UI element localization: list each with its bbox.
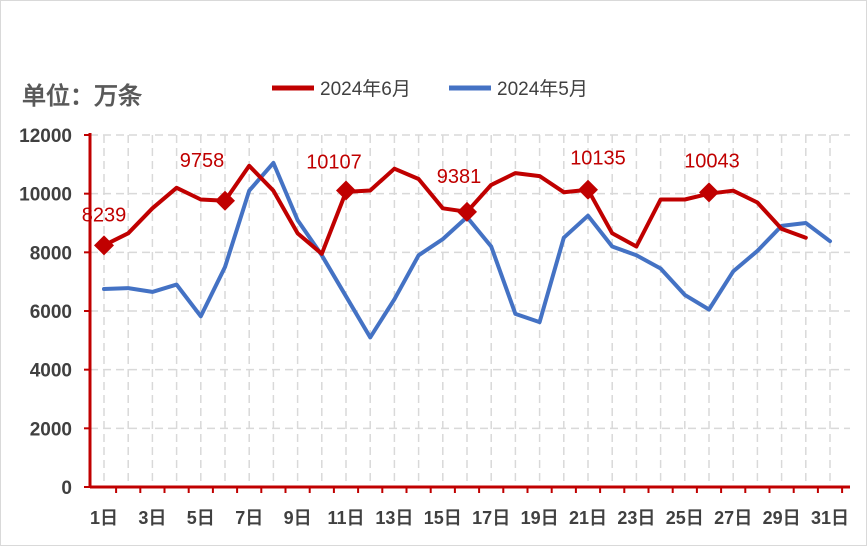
x-tick-label-25: 25日	[666, 508, 704, 528]
data-label-day-26: 10043	[684, 150, 740, 172]
data-label-day-6: 9758	[180, 150, 225, 172]
x-tick-label-9: 9日	[284, 508, 312, 528]
x-tick-label-7: 7日	[235, 508, 263, 528]
y-axis-ticks: 0 2000 4000 6000 8000 10000 12000	[19, 126, 90, 499]
x-tick-label-23: 23日	[617, 508, 655, 528]
marker-day-1	[94, 235, 114, 256]
x-tick-label-3: 3日	[138, 508, 166, 528]
marker-day-11	[336, 180, 356, 201]
x-tick-label-15: 15日	[424, 508, 462, 528]
data-label-day-21: 10135	[570, 148, 626, 170]
legend-label-may: 2024年5月	[497, 78, 588, 100]
data-label-day-16: 9381	[437, 166, 482, 188]
x-tick-label-13: 13日	[375, 508, 413, 528]
y-tick-label-2000: 2000	[30, 419, 72, 440]
x-tick-label-17: 17日	[472, 508, 510, 528]
data-label-day-11: 10107	[306, 152, 362, 174]
y-tick-label-12000: 12000	[19, 126, 72, 147]
data-label-day-1: 8239	[82, 204, 127, 226]
y-tick-label-6000: 6000	[30, 302, 72, 323]
x-tick-label-1: 1日	[90, 508, 118, 528]
y-tick-label-4000: 4000	[30, 361, 72, 382]
x-tick-label-27: 27日	[714, 508, 752, 528]
unit-label: 单位：万条	[22, 82, 143, 110]
x-tick-label-19: 19日	[521, 508, 559, 528]
x-tick-label-29: 29日	[763, 508, 801, 528]
marker-day-21	[578, 179, 598, 200]
x-axis-ticks: 1日 3日 5日 7日 9日 11日 13日 15日 17日 19日 21日 23日 25日 27日 29日…	[90, 487, 849, 528]
y-tick-label-8000: 8000	[30, 243, 72, 264]
x-tick-label-21: 21日	[569, 508, 607, 528]
x-tick-label-31: 31日	[811, 508, 849, 528]
legend-label-jun: 2024年6月	[320, 78, 411, 100]
data-markers: 8239 9758 10107 9381 10135 10043	[82, 148, 740, 256]
x-tick-label-11: 11日	[327, 508, 364, 528]
x-tick-label-5: 5日	[187, 508, 215, 528]
marker-day-16	[457, 201, 477, 222]
marker-day-26	[699, 182, 719, 203]
y-tick-label-10000: 10000	[19, 185, 72, 206]
y-tick-label-0: 0	[61, 478, 72, 499]
legend: 2024年6月 2024年5月	[272, 78, 588, 100]
marker-day-6	[215, 190, 235, 211]
